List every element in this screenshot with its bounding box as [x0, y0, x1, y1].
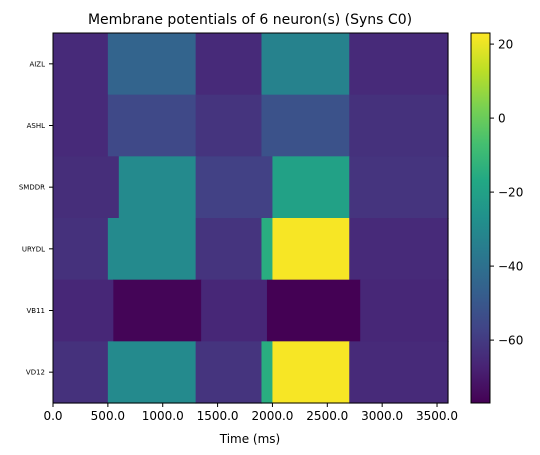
heatmap-cell-smddr-4 — [349, 156, 449, 219]
heatmap-cell-smddr-3 — [272, 156, 350, 219]
x-axis-label: Time (ms) — [219, 432, 281, 446]
x-tick-label: 500.0 — [91, 409, 125, 423]
chart-title: Membrane potentials of 6 neuron(s) (Syns… — [88, 12, 412, 28]
plot-frame — [52, 32, 449, 404]
row-label-urydl: URYDL — [22, 245, 45, 253]
colorbar — [470, 32, 491, 404]
heatmap-cell-vd12-4 — [272, 341, 350, 404]
heatmap-cell-vd12-1 — [107, 341, 197, 404]
heatmap-cell-aizl-3 — [261, 33, 350, 96]
heatmap-cell-vb11-0 — [53, 279, 114, 342]
colorbar-tick-label: −40 — [498, 260, 523, 274]
x-tick-label: 1500.0 — [197, 409, 239, 423]
heatmap-cell-vd12-0 — [53, 341, 109, 404]
colorbar-tick-label: −60 — [498, 334, 523, 348]
y-axis: AIZL ASHL SMDDR URYDL VB11 VD12 — [19, 60, 53, 377]
heatmap-cell-vd12-3 — [261, 341, 274, 404]
heatmap-cell-urydl-0 — [53, 218, 109, 281]
row-label-smddr: SMDDR — [19, 184, 45, 192]
row-label-ashl: ASHL — [27, 122, 45, 130]
colorbar-ticks: 20 0 −20 −40 −60 — [490, 38, 523, 348]
heatmap-cell-smddr-1 — [118, 156, 197, 219]
colorbar-tick-label: −20 — [498, 186, 523, 200]
heatmap-cell-aizl-4 — [349, 33, 449, 96]
x-tick-label: 3500.0 — [416, 409, 458, 423]
heatmap-cell-vd12-5 — [349, 341, 449, 404]
x-tick-label: 2500.0 — [306, 409, 348, 423]
heatmap-cell-ashl-3 — [261, 94, 350, 157]
heatmap-cell-ashl-4 — [349, 94, 449, 157]
row-label-vd12: VD12 — [26, 369, 45, 377]
row-label-aizl: AIZL — [29, 60, 45, 68]
heatmap-cell-urydl-2 — [195, 218, 263, 281]
heatmap-cell-vb11-4 — [360, 279, 449, 342]
heatmap-cell-urydl-5 — [349, 218, 449, 281]
x-tick-label: 1000.0 — [142, 409, 184, 423]
heatmap-cell-vb11-1 — [113, 279, 202, 342]
heatmap-cell-ashl-0 — [53, 94, 109, 157]
x-tick-label: 2000.0 — [251, 409, 293, 423]
row-label-vb11: VB11 — [27, 307, 46, 315]
colorbar-tick-label: 0 — [498, 112, 506, 126]
heatmap-cell-aizl-2 — [195, 33, 263, 96]
heatmap-cell-vd12-2 — [195, 341, 263, 404]
heatmap-cell-smddr-0 — [53, 156, 120, 219]
heatmap-cell-aizl-0 — [53, 33, 109, 96]
heatmap-cell-vb11-3 — [266, 279, 361, 342]
heatmap-cell-urydl-4 — [272, 218, 350, 281]
heatmap-cell-aizl-1 — [107, 33, 197, 96]
heatmap-cell-vb11-2 — [201, 279, 268, 342]
heatmap-cells — [53, 33, 449, 404]
heatmap-cell-urydl-3 — [261, 218, 274, 281]
x-tick-label: 0.0 — [43, 409, 62, 423]
x-tick-label: 3000.0 — [361, 409, 403, 423]
colorbar-tick-label: 20 — [498, 38, 513, 52]
heatmap-cell-ashl-2 — [195, 94, 263, 157]
heatmap-cell-ashl-1 — [107, 94, 197, 157]
heatmap-cell-smddr-2 — [195, 156, 274, 219]
x-axis: 0.0 500.0 1000.0 1500.0 2000.0 2500.0 3000.0 35… — [43, 403, 458, 423]
heatmap-cell-urydl-1 — [107, 218, 197, 281]
